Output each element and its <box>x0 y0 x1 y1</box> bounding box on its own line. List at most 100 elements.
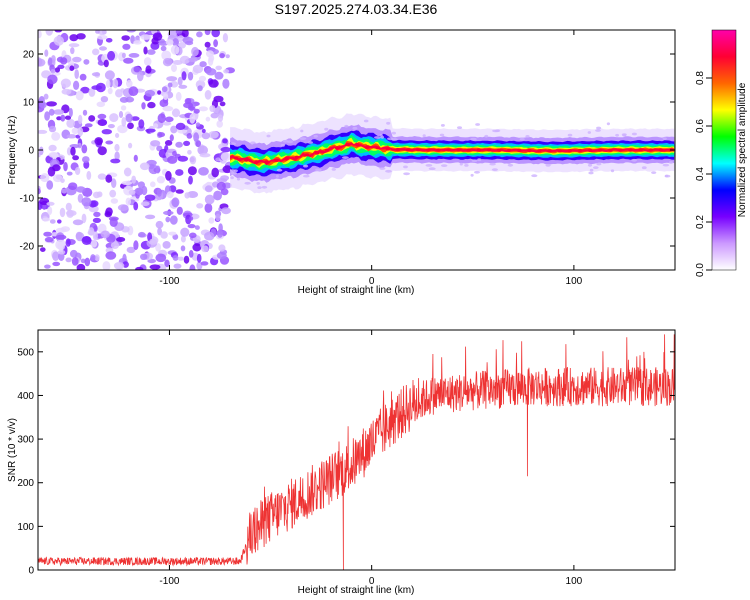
noise-blob <box>204 231 215 241</box>
noise-blob <box>88 227 95 236</box>
noise-blob <box>125 96 135 103</box>
noise-blob <box>104 70 115 80</box>
x-tick-label: 0 <box>369 276 375 287</box>
y-tick-label: 200 <box>17 478 34 489</box>
noise-blob <box>146 49 156 55</box>
signal-halo <box>363 119 369 123</box>
noise-blob <box>39 146 44 156</box>
noise-blob <box>141 102 146 110</box>
noise-blob <box>65 238 71 247</box>
signal-halo <box>276 168 283 172</box>
noise-blob <box>180 227 190 237</box>
signal-peak <box>345 143 350 147</box>
signal-halo <box>567 133 573 137</box>
noise-blob <box>40 173 50 183</box>
noise-blob <box>196 31 203 38</box>
signal-peak <box>416 148 421 152</box>
noise-blob <box>209 105 216 113</box>
noise-blob <box>128 53 140 58</box>
signal-halo <box>261 185 268 189</box>
signal-peak <box>385 147 390 151</box>
noise-blob <box>175 169 184 176</box>
colorbar-gradient <box>711 29 737 271</box>
signal-peak <box>436 148 441 152</box>
noise-blob <box>126 79 133 88</box>
noise-blob <box>145 214 156 220</box>
noise-blob <box>204 30 211 36</box>
noise-blob <box>120 105 127 111</box>
noise-blob <box>47 74 58 85</box>
noise-blob <box>84 123 93 128</box>
noise-blob <box>123 167 132 177</box>
noise-blob <box>171 108 181 118</box>
signal-halo <box>484 134 489 138</box>
signal-halo <box>422 134 426 138</box>
noise-blob <box>133 240 139 251</box>
noise-blob <box>201 128 206 134</box>
signal-peak <box>628 148 633 152</box>
noise-blob <box>53 109 65 115</box>
noise-blob <box>121 117 127 127</box>
noise-blob <box>68 182 78 190</box>
noise-blob <box>71 127 79 135</box>
noise-blob <box>72 56 82 63</box>
x-tick-label: 0 <box>369 576 375 587</box>
signal-peak <box>325 148 330 152</box>
noise-blob <box>97 146 107 156</box>
noise-blob <box>111 178 117 189</box>
noise-blob <box>128 86 139 97</box>
noise-blob <box>172 150 177 157</box>
noise-blob <box>217 114 224 122</box>
noise-blob <box>149 264 161 270</box>
signal-halo <box>587 131 591 134</box>
noise-blob <box>204 194 215 205</box>
noise-blob <box>223 69 230 74</box>
signal-peak <box>496 148 502 152</box>
noise-blob <box>48 152 59 158</box>
noise-blob <box>99 46 107 51</box>
noise-blob <box>189 216 194 221</box>
signal-peak <box>557 149 562 153</box>
signal-halo <box>470 137 477 141</box>
noise-blob <box>168 231 177 236</box>
noise-blob <box>105 174 113 183</box>
noise-blob <box>82 236 91 243</box>
noise-blob <box>125 197 131 206</box>
noise-blob <box>117 204 129 212</box>
noise-blob <box>148 164 160 175</box>
noise-blob <box>74 69 79 79</box>
signal-peak <box>234 156 239 160</box>
noise-blob <box>90 254 96 262</box>
signal-halo <box>266 134 271 138</box>
noise-blob <box>156 188 162 197</box>
signal-halo <box>380 135 385 139</box>
noise-blob <box>216 120 223 128</box>
noise-blob <box>188 175 193 185</box>
noise-blob <box>125 113 133 123</box>
noise-blob <box>138 231 146 238</box>
noise-blob <box>205 50 214 58</box>
noise-blob <box>208 217 215 224</box>
signal-peak <box>395 148 401 152</box>
signal-halo <box>477 158 482 162</box>
noise-blob <box>72 155 79 161</box>
signal-peak <box>274 158 279 162</box>
noise-blob <box>171 64 177 73</box>
noise-blob <box>165 170 172 181</box>
noise-blob <box>113 262 125 270</box>
noise-blob <box>177 256 184 261</box>
noise-blob <box>65 257 72 263</box>
noise-blob <box>161 50 172 61</box>
signal-halo <box>344 124 349 128</box>
noise-blob <box>166 76 178 82</box>
noise-blob <box>91 72 101 77</box>
noise-blob <box>38 129 48 134</box>
signal-halo <box>257 186 262 190</box>
signal-halo <box>331 168 336 171</box>
noise-blob <box>161 86 168 93</box>
signal-peak <box>527 149 532 153</box>
noise-blob <box>164 259 170 268</box>
noise-blob <box>93 225 98 232</box>
noise-blob <box>162 105 174 112</box>
noise-blob <box>49 219 56 224</box>
